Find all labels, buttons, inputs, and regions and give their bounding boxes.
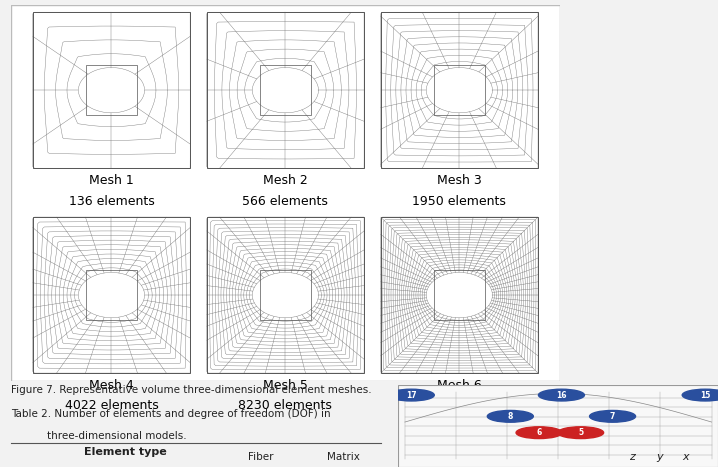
Text: 8: 8 <box>508 412 513 421</box>
Circle shape <box>589 410 635 422</box>
Text: 15: 15 <box>700 390 710 400</box>
Text: Element type: Element type <box>84 447 167 457</box>
Bar <box>434 65 485 115</box>
Bar <box>260 65 311 115</box>
Text: 566 elements: 566 elements <box>243 195 328 207</box>
Text: Mesh 5: Mesh 5 <box>263 379 308 392</box>
Bar <box>33 217 190 373</box>
Text: Mesh 1: Mesh 1 <box>89 174 134 187</box>
Circle shape <box>516 427 562 439</box>
Circle shape <box>488 410 533 422</box>
Text: Matrix: Matrix <box>327 453 360 462</box>
Text: z: z <box>629 453 635 462</box>
Text: three-dimensional models.: three-dimensional models. <box>47 431 186 440</box>
Bar <box>434 270 485 320</box>
Text: Mesh 3: Mesh 3 <box>437 174 482 187</box>
Text: Mesh 6: Mesh 6 <box>437 379 482 392</box>
Text: Table 2. Number of elements and degree of freedom (DOF) in: Table 2. Number of elements and degree o… <box>11 409 330 418</box>
Text: Fiber: Fiber <box>248 453 274 462</box>
Text: y: y <box>656 453 663 462</box>
Text: 19046 elements: 19046 elements <box>409 399 510 412</box>
Text: Figure 7. Representative volume three-dimensional element meshes.: Figure 7. Representative volume three-di… <box>11 385 371 395</box>
Text: 17: 17 <box>406 390 416 400</box>
Bar <box>260 270 311 320</box>
Text: 8230 elements: 8230 elements <box>238 399 332 412</box>
Bar <box>381 12 538 168</box>
Text: 4022 elements: 4022 elements <box>65 399 159 412</box>
Text: 1950 elements: 1950 elements <box>412 195 506 207</box>
Text: 16: 16 <box>556 390 567 400</box>
Text: 136 elements: 136 elements <box>69 195 154 207</box>
Text: 6: 6 <box>536 428 541 437</box>
Text: Mesh 2: Mesh 2 <box>263 174 308 187</box>
Bar <box>33 12 190 168</box>
Circle shape <box>388 389 434 401</box>
Bar <box>86 65 136 115</box>
Circle shape <box>538 389 584 401</box>
Text: Mesh 4: Mesh 4 <box>89 379 134 392</box>
Bar <box>207 12 364 168</box>
Text: 7: 7 <box>610 412 615 421</box>
Text: x: x <box>682 453 689 462</box>
Bar <box>381 217 538 373</box>
Circle shape <box>682 389 718 401</box>
Circle shape <box>558 427 604 439</box>
Text: 5: 5 <box>578 428 583 437</box>
Bar <box>86 270 136 320</box>
Bar <box>207 217 364 373</box>
